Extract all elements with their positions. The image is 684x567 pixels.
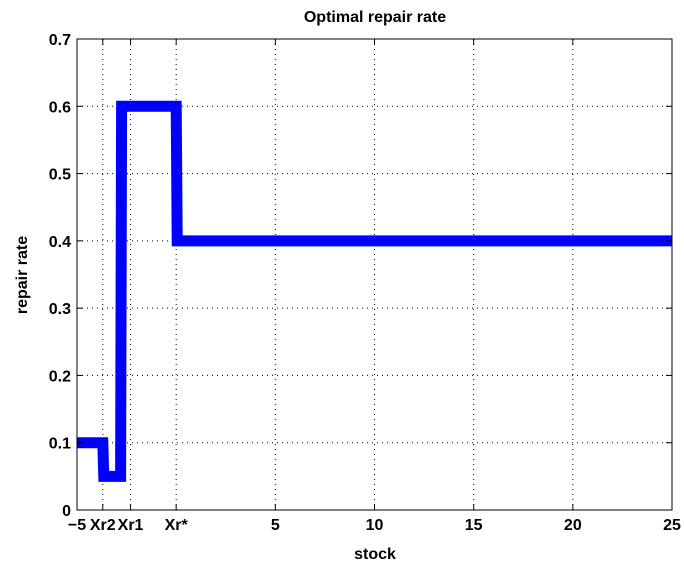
tick-labels: −5 Xr2 Xr1 Xr* 5 10 15 20 25 0 0.1 0.2 0.3 0.4 0.5 0.6 0…: [49, 32, 681, 534]
y-tick-label: 0: [62, 503, 71, 520]
y-axis-title: repair rate: [14, 236, 31, 314]
y-tick-label: 0.7: [49, 32, 71, 49]
x-tick-label: 10: [366, 517, 384, 534]
y-tick-label: 0.6: [49, 99, 71, 116]
x-tick-label: 25: [663, 517, 681, 534]
ticks: [76, 38, 673, 511]
y-tick-label: 0.1: [49, 436, 71, 453]
y-tick-label: 0.3: [49, 301, 71, 318]
y-tick-label: 0.2: [49, 368, 71, 385]
series-layer: [77, 100, 672, 482]
y-tick-label: 0.5: [49, 167, 71, 184]
x-tick-label: Xr*: [165, 517, 189, 534]
grid: [77, 39, 672, 510]
series-line-0: [77, 100, 672, 482]
x-tick-label: 15: [465, 517, 483, 534]
x-tick-label: Xr1: [118, 517, 144, 534]
x-tick-label: 20: [564, 517, 582, 534]
x-tick-label: 5: [271, 517, 280, 534]
x-tick-label: −5: [68, 517, 86, 534]
x-axis-title: stock: [354, 546, 396, 563]
chart-title: Optimal repair rate: [304, 9, 446, 26]
y-tick-label: 0.4: [49, 234, 71, 251]
x-tick-label: Xr2: [90, 517, 116, 534]
